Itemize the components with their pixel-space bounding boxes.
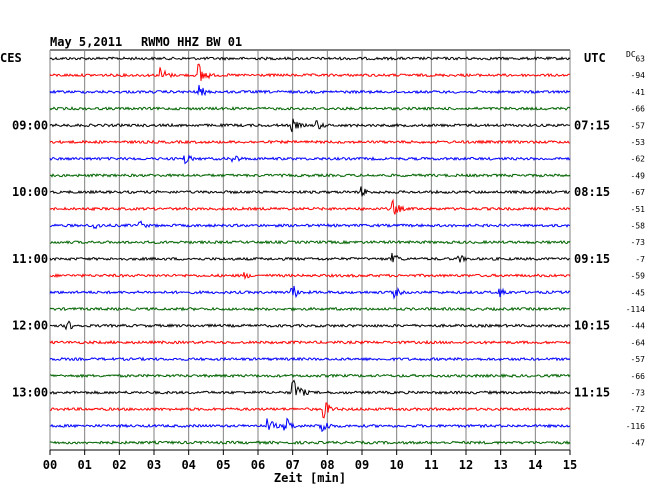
trace-10 <box>50 220 570 230</box>
right-hour-label-2: 09:15 <box>574 252 610 266</box>
trace-22 <box>49 417 571 433</box>
trace-1 <box>49 63 571 81</box>
dc-offset-13: -59 <box>631 272 646 281</box>
x-tick-label-4: 04 <box>181 458 195 472</box>
trace-8 <box>49 186 571 197</box>
dc-label: DC <box>626 50 636 59</box>
x-tick-label-7: 07 <box>285 458 299 472</box>
trace-14 <box>49 285 571 300</box>
trace-13 <box>49 272 571 280</box>
dc-offset-14: -45 <box>631 288 646 297</box>
right-hour-label-1: 08:15 <box>574 185 610 199</box>
minute-gridlines <box>49 50 571 450</box>
x-tick-label-5: 05 <box>216 458 230 472</box>
trace-19 <box>49 373 571 379</box>
trace-3 <box>49 106 571 111</box>
trace-11 <box>49 239 571 245</box>
x-tick-label-1: 01 <box>77 458 91 472</box>
trace-2 <box>49 84 571 97</box>
dc-offset-6: -62 <box>631 155 646 164</box>
right-timezone-label: UTC <box>584 51 606 65</box>
dc-offset-18: -57 <box>631 355 646 364</box>
dc-offset-20: -73 <box>631 389 646 398</box>
trace-17 <box>49 339 571 345</box>
left-hour-label-0: 09:00 <box>12 118 48 132</box>
trace-23 <box>49 440 571 445</box>
trace-6 <box>49 154 571 165</box>
dc-offset-12: -7 <box>635 255 645 264</box>
dc-offset-22: -116 <box>626 422 645 431</box>
left-hour-label-2: 11:00 <box>12 252 48 266</box>
dc-offset-0: 63 <box>635 55 645 64</box>
x-tick-label-15: 15 <box>563 458 577 472</box>
dc-offset-5: -53 <box>631 138 646 147</box>
trace-15 <box>49 306 571 312</box>
dc-offset-7: -49 <box>631 171 646 180</box>
dc-offset-labels: 63 -94 -41 -66 -57 -53 -62 -49 -67 -51 -58 -73 -7 -59… <box>626 55 645 448</box>
x-tick-label-13: 13 <box>493 458 507 472</box>
dc-offset-16: -44 <box>631 322 646 331</box>
right-hour-labels: 07:15 08:15 09:15 10:15 11:15 <box>574 118 610 399</box>
trace-7 <box>49 172 571 178</box>
date-label: May 5,2011 <box>50 35 122 49</box>
x-tick-label-9: 09 <box>355 458 369 472</box>
dc-offset-2: -41 <box>631 88 646 97</box>
x-tick-label-12: 12 <box>459 458 473 472</box>
dc-offset-1: -94 <box>631 71 646 80</box>
dc-offset-17: -64 <box>631 338 646 347</box>
trace-20 <box>49 379 571 396</box>
station-label: RWMO HHZ BW 01 <box>141 35 242 49</box>
dc-offset-9: -51 <box>631 205 646 214</box>
left-hour-labels: 09:00 10:00 11:00 12:00 13:00 <box>12 118 48 399</box>
x-axis-label: Zeit [min] <box>274 471 346 485</box>
x-tick-label-0: 00 <box>43 458 57 472</box>
left-hour-label-3: 12:00 <box>12 319 48 333</box>
x-tick-label-6: 06 <box>251 458 265 472</box>
right-hour-label-4: 11:15 <box>574 386 610 400</box>
dc-offset-21: -72 <box>631 405 646 414</box>
left-hour-label-1: 10:00 <box>12 185 48 199</box>
x-tick-label-8: 08 <box>320 458 334 472</box>
dc-offset-15: -114 <box>626 305 645 314</box>
trace-12 <box>49 252 571 263</box>
right-hour-label-3: 10:15 <box>574 319 610 333</box>
dc-offset-8: -67 <box>631 188 646 197</box>
dc-offset-11: -73 <box>631 238 646 247</box>
x-tick-label-2: 02 <box>112 458 126 472</box>
trace-18 <box>49 356 571 362</box>
x-axis-ticks: 00 01 02 03 04 05 06 07 08 09 10 11 12 13 14 15 <box>43 450 577 472</box>
trace-0 <box>49 56 571 61</box>
dc-offset-19: -66 <box>631 372 646 381</box>
trace-9 <box>49 198 571 215</box>
dc-offset-4: -57 <box>631 121 646 130</box>
x-tick-label-14: 14 <box>528 458 542 472</box>
trace-16 <box>49 320 571 331</box>
trace-4 <box>49 118 571 133</box>
dc-offset-23: -47 <box>631 439 646 448</box>
left-timezone-label: CES <box>0 51 22 65</box>
dc-offset-10: -58 <box>631 222 646 231</box>
x-tick-label-11: 11 <box>424 458 438 472</box>
trace-21 <box>49 402 571 419</box>
x-tick-label-3: 03 <box>147 458 161 472</box>
x-tick-label-10: 10 <box>389 458 403 472</box>
seismic-traces <box>49 56 571 445</box>
dc-offset-3: -66 <box>631 105 646 114</box>
right-hour-label-0: 07:15 <box>574 118 610 132</box>
trace-5 <box>49 139 571 145</box>
left-hour-label-4: 13:00 <box>12 386 48 400</box>
